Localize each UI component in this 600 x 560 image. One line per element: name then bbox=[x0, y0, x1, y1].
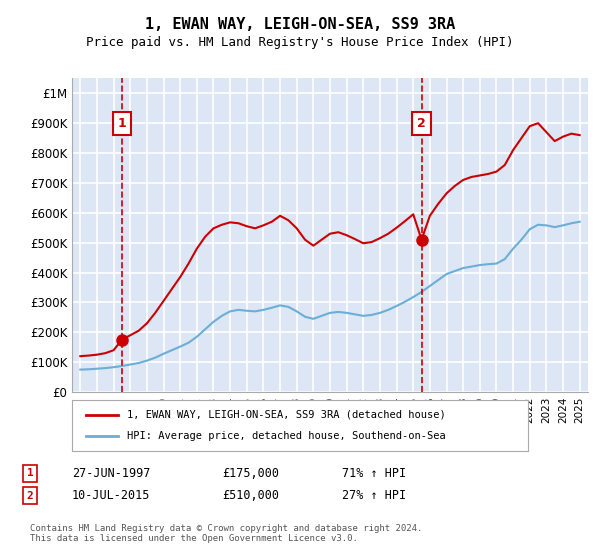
Text: £510,000: £510,000 bbox=[222, 489, 279, 502]
Text: 27-JUN-1997: 27-JUN-1997 bbox=[72, 466, 151, 480]
Text: 1, EWAN WAY, LEIGH-ON-SEA, SS9 3RA: 1, EWAN WAY, LEIGH-ON-SEA, SS9 3RA bbox=[145, 17, 455, 32]
Text: £175,000: £175,000 bbox=[222, 466, 279, 480]
Text: 10-JUL-2015: 10-JUL-2015 bbox=[72, 489, 151, 502]
Text: 2: 2 bbox=[417, 116, 426, 130]
Text: 71% ↑ HPI: 71% ↑ HPI bbox=[342, 466, 406, 480]
Text: 1: 1 bbox=[26, 468, 34, 478]
Text: Contains HM Land Registry data © Crown copyright and database right 2024.
This d: Contains HM Land Registry data © Crown c… bbox=[30, 524, 422, 543]
Text: 1: 1 bbox=[118, 116, 127, 130]
Text: 1, EWAN WAY, LEIGH-ON-SEA, SS9 3RA (detached house): 1, EWAN WAY, LEIGH-ON-SEA, SS9 3RA (deta… bbox=[127, 409, 445, 419]
Text: 27% ↑ HPI: 27% ↑ HPI bbox=[342, 489, 406, 502]
Text: HPI: Average price, detached house, Southend-on-Sea: HPI: Average price, detached house, Sout… bbox=[127, 431, 445, 441]
Text: 2: 2 bbox=[26, 491, 34, 501]
Text: Price paid vs. HM Land Registry's House Price Index (HPI): Price paid vs. HM Land Registry's House … bbox=[86, 36, 514, 49]
